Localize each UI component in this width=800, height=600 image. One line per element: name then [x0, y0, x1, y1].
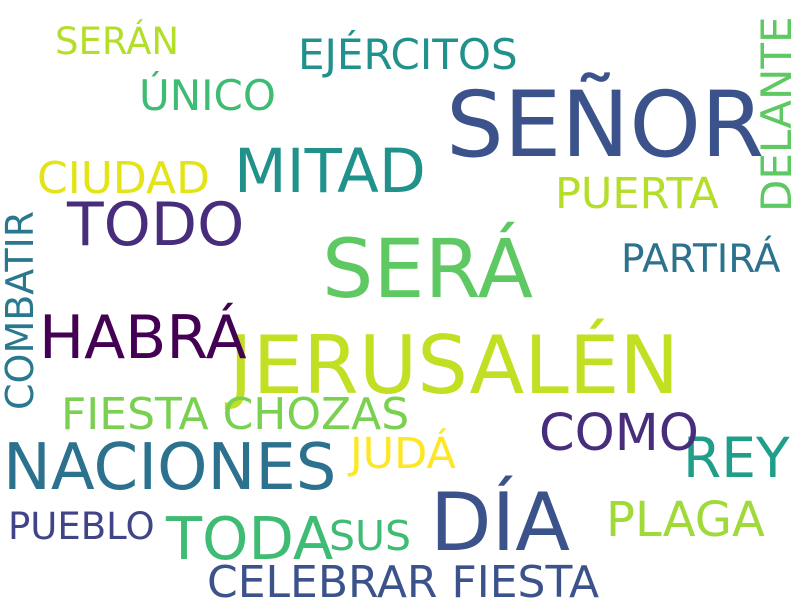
- word-sus: SUS: [329, 512, 412, 560]
- word-juda: JUDÁ: [350, 429, 456, 479]
- word-habra: HABRÁ: [39, 303, 247, 373]
- word-senor: SEÑOR: [446, 73, 765, 178]
- word-dia: DÍA: [430, 476, 570, 569]
- word-partira: PARTIRÁ: [621, 237, 781, 282]
- word-sera: SERÁ: [322, 223, 534, 317]
- word-todo: TODO: [67, 190, 245, 260]
- word-plaga: PLAGA: [606, 492, 765, 548]
- word-mitad: MITAD: [234, 136, 426, 207]
- word-ciudad: CIUDAD: [37, 153, 210, 204]
- word-unico: ÚNICO: [139, 71, 276, 120]
- word-celebrar-fiesta: CELEBRAR FIESTA: [207, 557, 600, 600]
- word-naciones: NACIONES: [3, 431, 337, 505]
- word-pueblo: PUEBLO: [8, 505, 155, 548]
- word-ejercitos: EJÉRCITOS: [298, 30, 518, 79]
- word-combatir: COMBATIR: [0, 210, 42, 410]
- word-rey: REY: [683, 426, 790, 490]
- word-fiesta-chozas: FIESTA CHOZAS: [61, 389, 410, 440]
- word-jerusalen: JERUSALÉN: [229, 319, 680, 412]
- word-como: COMO: [539, 404, 699, 463]
- word-delante: DELANTE: [752, 16, 800, 212]
- word-seran: SERÁN: [55, 20, 180, 63]
- word-puerta: PUERTA: [555, 169, 719, 219]
- word-toda: TODA: [166, 504, 334, 573]
